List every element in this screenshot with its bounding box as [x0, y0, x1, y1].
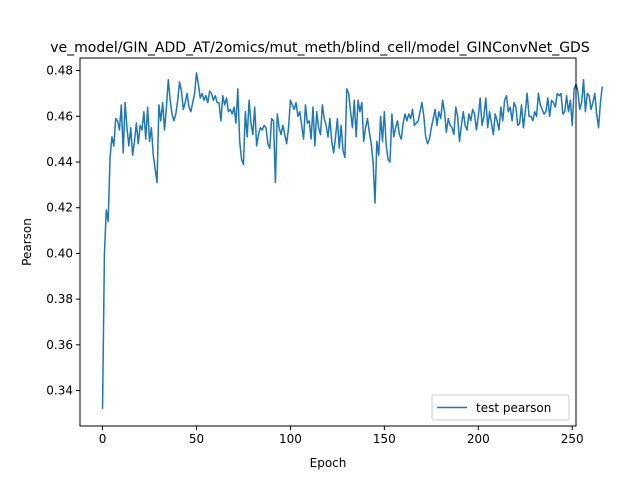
y-tick-label: 0.34	[46, 384, 73, 398]
x-tick-label: 100	[279, 432, 302, 446]
x-tick-label: 200	[467, 432, 490, 446]
y-tick-label: 0.46	[46, 109, 73, 123]
x-tick-label: 250	[561, 432, 584, 446]
chart-title: ve_model/GIN_ADD_AT/2omics/mut_meth/blin…	[50, 40, 590, 56]
y-tick-label: 0.36	[46, 338, 73, 352]
x-tick-label: 150	[373, 432, 396, 446]
series-line-test-pearson	[101, 72, 604, 409]
y-tick-label: 0.38	[46, 292, 73, 306]
axes-background	[80, 58, 576, 426]
x-axis-label: Epoch	[310, 456, 347, 470]
plot-area: 0 50 100 150 200 250 0.34 0.36 0.38 0.40 0.42 0.44…	[46, 57, 604, 446]
y-tick-label: 0.42	[46, 201, 73, 215]
x-tick-label: 50	[189, 432, 204, 446]
y-tick-label: 0.48	[46, 64, 73, 78]
y-tick-label: 0.44	[46, 155, 73, 169]
y-axis: 0.34 0.36 0.38 0.40 0.42 0.44 0.46 0.48	[46, 64, 80, 398]
legend-label: test pearson	[476, 401, 551, 415]
x-tick-label: 0	[99, 432, 107, 446]
y-axis-label: Pearson	[20, 218, 34, 266]
axes-frame	[79, 57, 577, 427]
x-axis: 0 50 100 150 200 250	[99, 426, 584, 446]
legend-box	[431, 394, 570, 421]
y-tick-label: 0.40	[46, 246, 73, 260]
legend: test pearson	[431, 394, 570, 421]
series-layer	[101, 72, 604, 409]
